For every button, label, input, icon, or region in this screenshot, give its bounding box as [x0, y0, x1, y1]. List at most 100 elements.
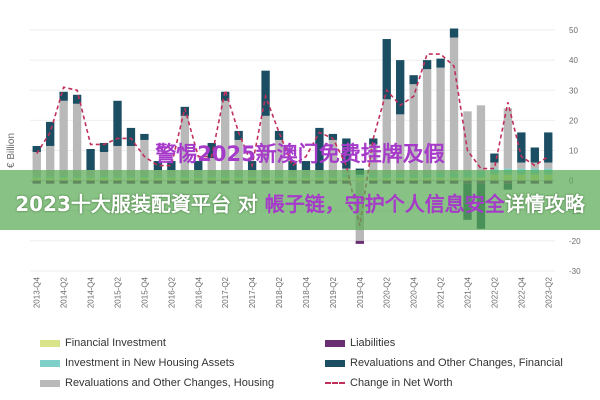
y-tick-label: -20	[569, 237, 581, 246]
legend-swatch	[325, 339, 345, 347]
overlay-banner[interactable]	[0, 170, 600, 230]
bar-segment	[140, 133, 149, 140]
bar-segment	[180, 106, 189, 116]
bar-segment	[409, 84, 418, 175]
x-tick-label: 2014-Q2	[60, 276, 69, 308]
x-tick-label: 2019-Q2	[329, 276, 338, 308]
legend-item-financial-investment: Financial Investment	[40, 336, 325, 350]
bar-segment	[99, 152, 109, 177]
overlay-sub-tail: 详情攻略	[504, 192, 585, 216]
legend-swatch	[325, 359, 345, 367]
x-tick-label: 2017-Q4	[248, 276, 257, 308]
bar-segment	[59, 91, 68, 101]
bar-segment	[113, 145, 122, 177]
y-axis-title: € Billion	[6, 133, 17, 168]
x-tick-label: 2021-Q2	[437, 276, 446, 308]
overlay-sub-purple: 帳子链，守护个人信息安全	[264, 192, 505, 216]
bar-segment	[234, 130, 243, 140]
x-tick-label: 2016-Q2	[167, 276, 176, 308]
bar-segment	[180, 115, 189, 177]
bar-segment	[274, 130, 284, 140]
bar-segment	[86, 148, 95, 171]
x-tick-label: 2017-Q2	[221, 276, 230, 308]
overlay-subheadline[interactable]: 2023十大服装配資平台 对 帳子链，守护个人信息安全详情攻略	[0, 188, 600, 217]
bar-segment	[32, 145, 41, 153]
legend-item-reval-housing: Revaluations and Other Changes, Housing	[40, 376, 325, 390]
x-tick-label: 2018-Q4	[302, 276, 311, 308]
bar-segment	[382, 99, 391, 175]
bar-segment	[517, 132, 526, 163]
y-tick-label: 50	[569, 26, 578, 35]
bar-segment	[207, 158, 216, 177]
bar-segment	[355, 240, 364, 244]
legend-label: Financial Investment	[65, 337, 166, 349]
legend-swatch	[40, 339, 60, 347]
net-worth-line	[36, 53, 549, 226]
overlay-headline[interactable]: 警惕2025新澳门免费挂牌及假	[155, 142, 445, 166]
bar-segment	[126, 127, 136, 146]
bar-segment	[126, 145, 136, 177]
bar-segment	[72, 103, 82, 177]
bar-segment	[46, 121, 55, 146]
bar-segment	[328, 133, 338, 140]
y-tick-label: -30	[569, 267, 581, 276]
x-tick-label: 2015-Q2	[114, 276, 123, 308]
bar-segment	[99, 142, 109, 153]
bar-segment	[113, 100, 122, 146]
x-tick-label: 2014-Q4	[87, 276, 96, 308]
bar-segment	[463, 111, 472, 172]
bar-segment	[315, 127, 324, 171]
bar-segment	[503, 108, 513, 169]
bar-segment	[207, 142, 216, 159]
legend-swatch	[40, 359, 60, 367]
bar-segment	[301, 161, 311, 171]
y-tick-label: 20	[569, 116, 578, 125]
bar-segment	[409, 75, 418, 85]
x-tick-label: 2023-Q2	[544, 276, 553, 308]
x-tick-label: 2018-Q2	[275, 276, 284, 308]
x-tick-label: 2022-Q2	[490, 276, 499, 308]
legend-label: Liabilities	[350, 337, 396, 349]
bar-segment	[221, 91, 230, 101]
bar-segment	[288, 161, 297, 171]
bar-segment	[544, 162, 553, 169]
bar-segment	[369, 144, 378, 175]
bar-segment	[517, 162, 526, 169]
legend-label: Revaluations and Other Changes, Financia…	[350, 357, 563, 369]
legend-swatch-dashed	[325, 380, 345, 387]
y-tick-label: 10	[569, 147, 578, 156]
bar-segment	[221, 100, 230, 177]
bar-segment	[342, 138, 351, 169]
bar-segment	[32, 152, 41, 177]
legend-item-reval-financial: Revaluations and Other Changes, Financia…	[325, 356, 580, 370]
x-tick-label: 2020-Q4	[410, 276, 419, 308]
bar-segment	[72, 94, 82, 104]
bar-segment	[396, 60, 405, 115]
legend-item-net-worth: Change in Net Worth	[325, 376, 580, 390]
chart-legend: Financial Investment Liabilities Investm…	[40, 336, 580, 390]
x-tick-label: 2013-Q4	[33, 276, 42, 308]
legend-label: Change in Net Worth	[350, 377, 453, 389]
bar-segment	[544, 132, 553, 163]
bar-segment	[59, 100, 68, 177]
bar-segment	[194, 161, 203, 171]
bar-segment	[476, 105, 486, 172]
bar-segment	[261, 115, 270, 177]
bar-segment	[167, 161, 176, 171]
y-tick-label: 40	[569, 56, 578, 65]
bar-segment	[449, 37, 459, 174]
legend-item-liabilities: Liabilities	[325, 336, 580, 350]
x-tick-label: 2019-Q4	[356, 276, 365, 308]
bar-segment	[328, 139, 338, 177]
x-tick-label: 2016-Q4	[194, 276, 203, 308]
bar-segment	[261, 70, 270, 116]
legend-item-new-housing: Investment in New Housing Assets	[40, 356, 325, 370]
y-tick-label: 30	[569, 86, 578, 95]
bar-segment	[369, 138, 378, 145]
legend-swatch	[40, 379, 60, 387]
legend-label: Revaluations and Other Changes, Housing	[65, 377, 275, 389]
bar-segment	[422, 69, 432, 175]
bar-segment	[140, 139, 149, 177]
bar-segment	[396, 114, 405, 175]
bar-segment	[153, 161, 163, 171]
